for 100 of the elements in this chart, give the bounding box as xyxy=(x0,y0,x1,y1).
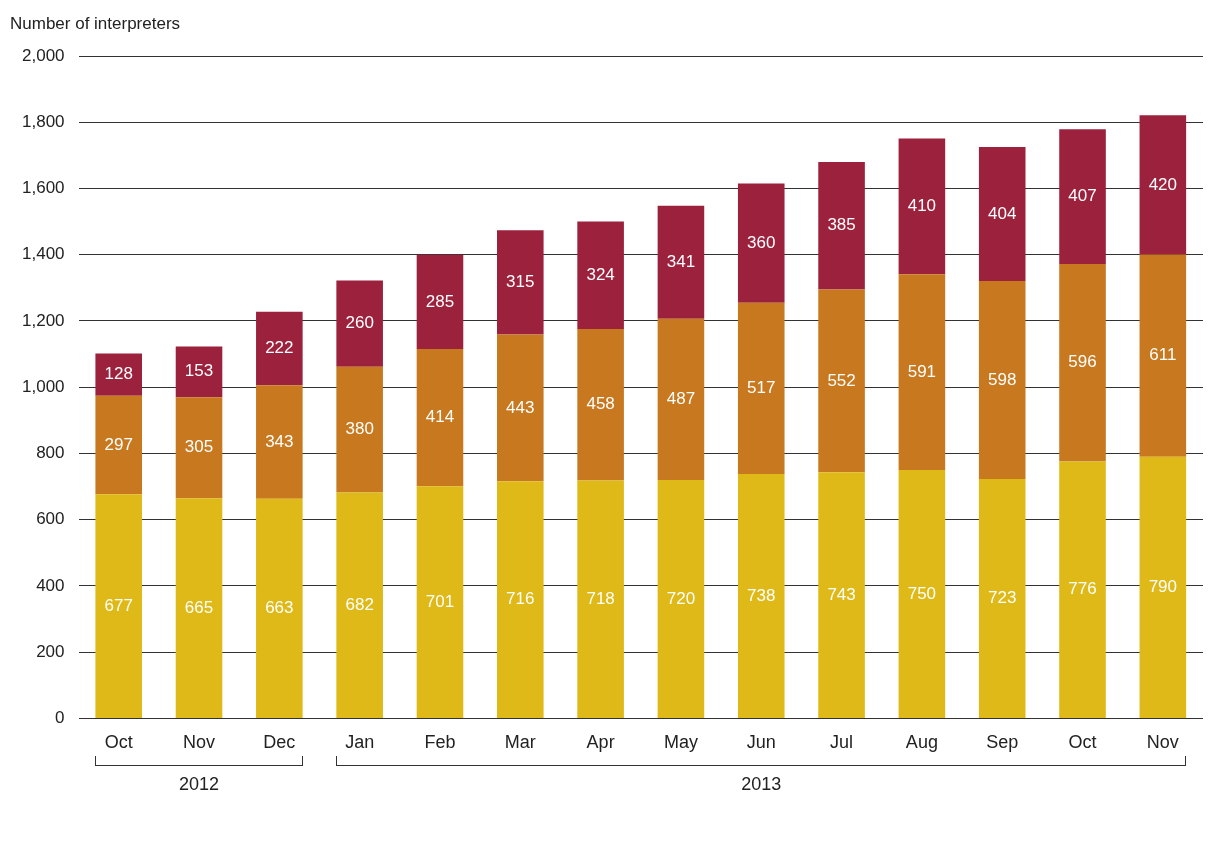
data-label: 420 xyxy=(1148,174,1178,194)
bar xyxy=(577,328,624,481)
bar xyxy=(898,274,946,470)
data-label: 407 xyxy=(1068,186,1097,206)
bar xyxy=(95,353,142,396)
bar xyxy=(577,221,624,329)
x-tick-label: Oct xyxy=(1068,732,1097,753)
bar xyxy=(497,334,544,482)
bar xyxy=(95,395,142,495)
data-label: 260 xyxy=(345,313,374,333)
bar xyxy=(416,486,464,718)
x-tick-label: Jan xyxy=(345,732,375,753)
x-tick-label: Dec xyxy=(263,732,296,753)
y-axis-title: Number of interpreters xyxy=(10,14,181,34)
data-label: 517 xyxy=(747,378,776,398)
data-label: 677 xyxy=(104,595,133,615)
data-label: 324 xyxy=(586,264,615,284)
bar xyxy=(1139,254,1187,457)
x-tick-label: Mar xyxy=(504,732,536,753)
y-tick-label: 200 xyxy=(36,641,65,661)
bar xyxy=(657,205,705,319)
x-tick-label: Sep xyxy=(986,732,1019,753)
data-label: 718 xyxy=(586,588,615,608)
bar xyxy=(1059,129,1106,264)
y-tick-label: 600 xyxy=(36,509,65,529)
x-tick-label: Aug xyxy=(905,732,938,753)
data-label: 128 xyxy=(104,364,133,384)
bar xyxy=(978,478,1026,718)
x-tick-label: Nov xyxy=(1146,732,1179,753)
y-tick-label: 1,400 xyxy=(21,244,65,264)
bar xyxy=(256,311,303,386)
bar xyxy=(256,498,303,718)
bar xyxy=(336,366,383,493)
bar xyxy=(497,481,544,718)
bar xyxy=(95,494,142,718)
data-label: 360 xyxy=(747,232,776,252)
y-tick-label: 1,000 xyxy=(21,376,65,396)
bar xyxy=(737,183,785,303)
bar xyxy=(898,138,946,275)
y-tick-label: 2,000 xyxy=(21,45,65,65)
data-label: 410 xyxy=(907,196,937,216)
data-label: 701 xyxy=(425,591,455,611)
bar xyxy=(175,397,223,499)
data-label: 611 xyxy=(1149,345,1177,365)
bar xyxy=(416,254,464,350)
data-label: 552 xyxy=(827,370,856,390)
text: 2013 xyxy=(740,774,783,796)
bar xyxy=(416,349,464,487)
bar xyxy=(1139,115,1187,255)
y-tick-label: 0 xyxy=(55,708,65,728)
data-label: 385 xyxy=(827,215,856,235)
y-tick-label: 1,600 xyxy=(21,178,65,198)
data-label: 738 xyxy=(747,585,776,605)
bar xyxy=(1139,456,1187,718)
data-label: 341 xyxy=(666,251,696,271)
x-tick-label: Jul xyxy=(830,732,854,753)
data-label: 665 xyxy=(184,597,214,617)
bar xyxy=(818,289,865,473)
data-label: 598 xyxy=(988,369,1017,389)
bar xyxy=(336,492,383,718)
bar xyxy=(1059,461,1106,718)
data-label: 716 xyxy=(506,589,535,609)
data-label: 458 xyxy=(586,394,615,414)
x-tick-label: Apr xyxy=(586,732,615,753)
data-label: 153 xyxy=(184,361,214,381)
data-label: 682 xyxy=(345,594,374,614)
data-label: 305 xyxy=(184,437,214,457)
bar xyxy=(737,302,785,474)
data-label: 790 xyxy=(1148,577,1178,597)
text: 2012 xyxy=(178,774,221,796)
data-label: 743 xyxy=(827,584,856,604)
data-label: 315 xyxy=(506,272,535,292)
x-tick-label: Feb xyxy=(424,732,456,753)
data-label: 720 xyxy=(666,588,696,608)
data-label: 663 xyxy=(265,598,294,618)
data-label: 443 xyxy=(506,397,535,417)
bar xyxy=(978,280,1026,479)
bar xyxy=(818,472,865,718)
bar xyxy=(818,161,865,290)
y-tick-label: 1,800 xyxy=(21,111,65,131)
bar xyxy=(657,479,705,718)
data-label: 297 xyxy=(104,434,133,454)
y-tick-label: 800 xyxy=(36,443,65,463)
data-label: 222 xyxy=(265,338,294,358)
data-label: 487 xyxy=(666,388,696,408)
bar xyxy=(175,346,223,398)
bar xyxy=(175,498,223,718)
bar xyxy=(336,280,383,367)
bar xyxy=(978,147,1026,281)
data-label: 596 xyxy=(1068,352,1097,372)
data-label: 776 xyxy=(1068,579,1097,599)
bar xyxy=(898,470,946,718)
bar xyxy=(1059,263,1106,462)
data-label: 750 xyxy=(907,583,937,603)
data-label: 380 xyxy=(345,419,374,439)
data-label: 723 xyxy=(988,588,1017,608)
y-tick-label: 1,200 xyxy=(21,310,65,330)
data-label: 414 xyxy=(425,407,455,427)
bar xyxy=(737,473,785,718)
data-label: 343 xyxy=(265,431,294,451)
